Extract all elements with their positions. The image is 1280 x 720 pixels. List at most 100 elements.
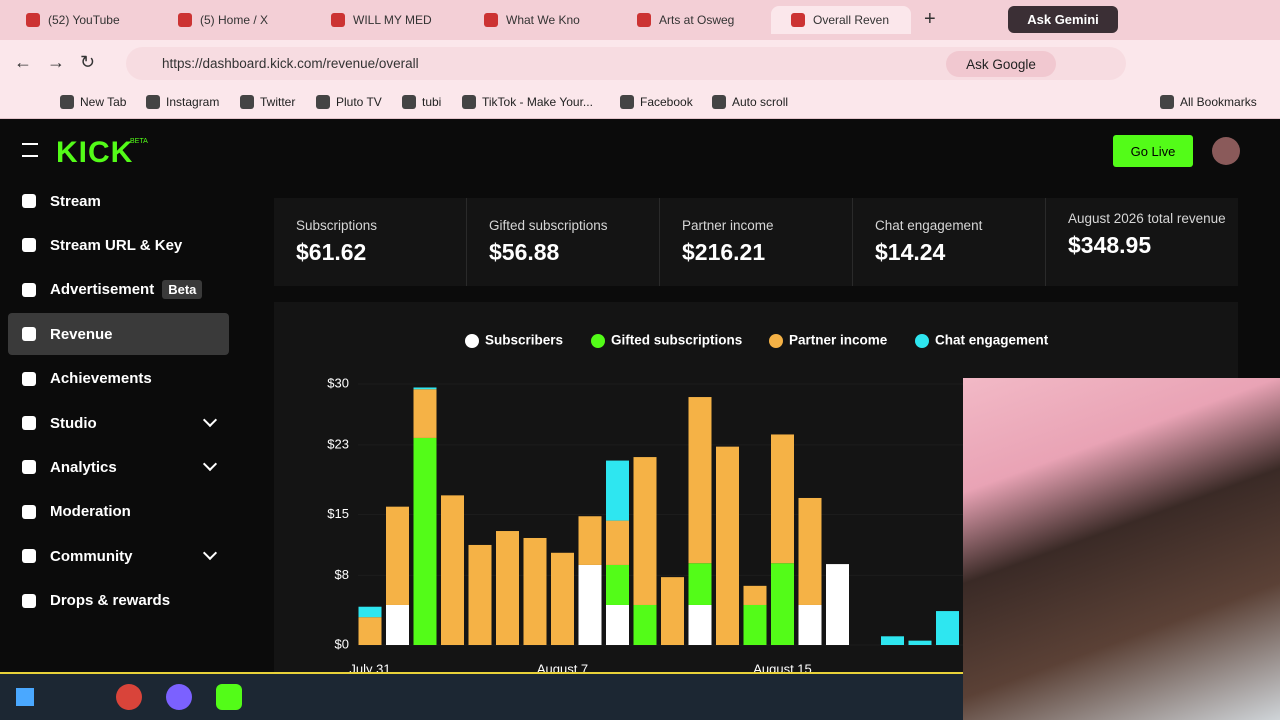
legend-dot	[591, 334, 605, 348]
sidebar-item[interactable]: Drops & rewards	[8, 580, 229, 622]
bookmark[interactable]: Auto scroll	[712, 95, 788, 109]
stat-value: $216.21	[682, 239, 766, 265]
logo[interactable]: KICK	[56, 136, 134, 169]
bookmark[interactable]: tubi	[402, 95, 441, 109]
stat-value: $348.95	[1068, 232, 1152, 258]
bookmark-icon	[462, 95, 476, 109]
legend-dot	[769, 334, 783, 348]
bookmark[interactable]: Twitter	[240, 95, 295, 109]
bar-segment	[826, 564, 849, 645]
sidebar-label: Revenue	[50, 325, 113, 343]
bookmark[interactable]: Instagram	[146, 95, 219, 109]
tab-icon	[484, 13, 498, 27]
sidebar-item[interactable]: Community	[8, 535, 229, 577]
discord-icon[interactable]	[166, 684, 192, 710]
bookmark-label: Auto scroll	[732, 95, 789, 109]
tab[interactable]: WILL MY MED	[311, 6, 451, 34]
sidebar-item[interactable]: Advertisement Beta	[8, 269, 229, 311]
bar-segment	[798, 497, 822, 605]
x-tick-label: August 7	[537, 661, 588, 672]
bar-segment	[688, 604, 712, 645]
go-live-button[interactable]: Go Live	[1113, 135, 1193, 167]
bar-segment	[578, 564, 602, 645]
nav-buttons[interactable]: ← → ↻	[14, 52, 96, 72]
logo-badge: BETA	[130, 138, 148, 145]
sidebar-icon	[22, 327, 36, 342]
url: https://dashboard.kick.com/revenue/overa…	[162, 56, 419, 71]
all-bookmarks[interactable]: All Bookmarks	[1160, 95, 1257, 109]
y-tick-label: $15	[327, 506, 349, 521]
tab[interactable]: (52) YouTube	[6, 6, 146, 34]
tab[interactable]: What We Kno	[464, 6, 604, 34]
sidebar-label: Advertisement	[50, 281, 155, 299]
y-tick-label: $0	[335, 636, 349, 651]
bar-segment	[633, 604, 657, 645]
bookmark-icon	[620, 95, 634, 109]
sidebar-item[interactable]: Analytics	[8, 446, 229, 488]
tab-icon	[331, 13, 345, 27]
bookmark-label: Facebook	[640, 95, 693, 109]
divider	[1045, 198, 1046, 286]
sidebar-item[interactable]: Moderation	[8, 491, 229, 533]
stat-label: Chat engagement	[875, 218, 983, 233]
sidebar-item[interactable]: Achievements	[8, 358, 229, 400]
tab-title: (5) Home / X	[200, 13, 269, 27]
bookmark[interactable]: Facebook	[620, 95, 693, 109]
bookmark-label: Instagram	[166, 95, 220, 109]
bar-segment	[358, 617, 382, 645]
bar-segment	[606, 460, 629, 521]
bookmark-icon	[240, 95, 254, 109]
stat-label: August 2026 total revenue	[1068, 211, 1226, 226]
bar-segment	[413, 389, 437, 438]
bar-segment	[633, 457, 657, 605]
stat: Partner income $216.21	[682, 198, 852, 286]
legend-label: Subscribers	[485, 333, 563, 348]
bar-segment	[523, 537, 547, 645]
badge: Beta	[162, 280, 203, 300]
tab-title: What We Kno	[506, 13, 580, 27]
start-button[interactable]	[16, 688, 34, 706]
chrome-icon[interactable]	[116, 684, 142, 710]
bar-segment	[881, 636, 904, 645]
sidebar-label: Drops & rewards	[50, 592, 171, 610]
stat-label: Subscriptions	[296, 218, 378, 233]
avatar[interactable]	[1212, 137, 1240, 165]
chart: $0 $8 $15 $23 $30 Subscribers Gifted subscript…	[327, 333, 1048, 672]
bookmark-icon	[402, 95, 416, 109]
bar-segment	[578, 516, 602, 565]
sidebar-label: Stream URL & Key	[50, 236, 183, 254]
tab[interactable]: Overall Reven	[771, 6, 911, 34]
tab[interactable]: (5) Home / X	[158, 6, 298, 34]
sidebar-label: Community	[50, 547, 133, 565]
stat-value: $14.24	[875, 239, 946, 265]
gemini-button[interactable]: Ask Gemini	[1008, 6, 1118, 33]
sidebar-item[interactable]: Studio	[8, 402, 229, 444]
kick-icon[interactable]	[216, 684, 242, 710]
bar-segment	[468, 544, 492, 645]
sidebar-item[interactable]: Stream	[8, 180, 229, 222]
address-bar: ← → ↻ https://dashboard.kick.com/revenue…	[0, 40, 1280, 88]
sidebar-icon	[22, 593, 36, 608]
bar-segment	[358, 606, 382, 618]
sidebar-label: Stream	[50, 192, 101, 210]
bookmark-icon	[60, 95, 74, 109]
sidebar-item[interactable]: Revenue	[8, 313, 229, 356]
menu-icon[interactable]	[22, 143, 38, 157]
sidebar-item[interactable]: Stream URL & Key	[8, 224, 229, 266]
ask-google[interactable]: Ask Google	[946, 51, 1056, 77]
divider	[659, 198, 660, 286]
stat-label: Partner income	[682, 218, 774, 233]
sidebar-icon	[22, 460, 36, 475]
bar-segment	[688, 397, 712, 564]
bar-segment	[743, 604, 767, 645]
sidebar-icon	[22, 194, 36, 208]
bookmark[interactable]: TikTok - Make Your...	[462, 95, 593, 109]
bookmark[interactable]: New Tab	[60, 95, 126, 109]
x-tick-label: August 15	[753, 661, 812, 672]
tab[interactable]: Arts at Osweg	[617, 6, 757, 34]
tab-title: (52) YouTube	[48, 13, 120, 27]
y-tick-label: $30	[327, 375, 349, 390]
bookmark[interactable]: Pluto TV	[316, 95, 382, 109]
new-tab[interactable]: +	[924, 8, 936, 30]
